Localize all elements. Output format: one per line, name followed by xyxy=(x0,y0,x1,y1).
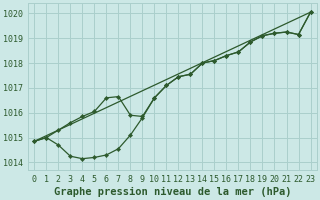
X-axis label: Graphe pression niveau de la mer (hPa): Graphe pression niveau de la mer (hPa) xyxy=(54,186,291,197)
